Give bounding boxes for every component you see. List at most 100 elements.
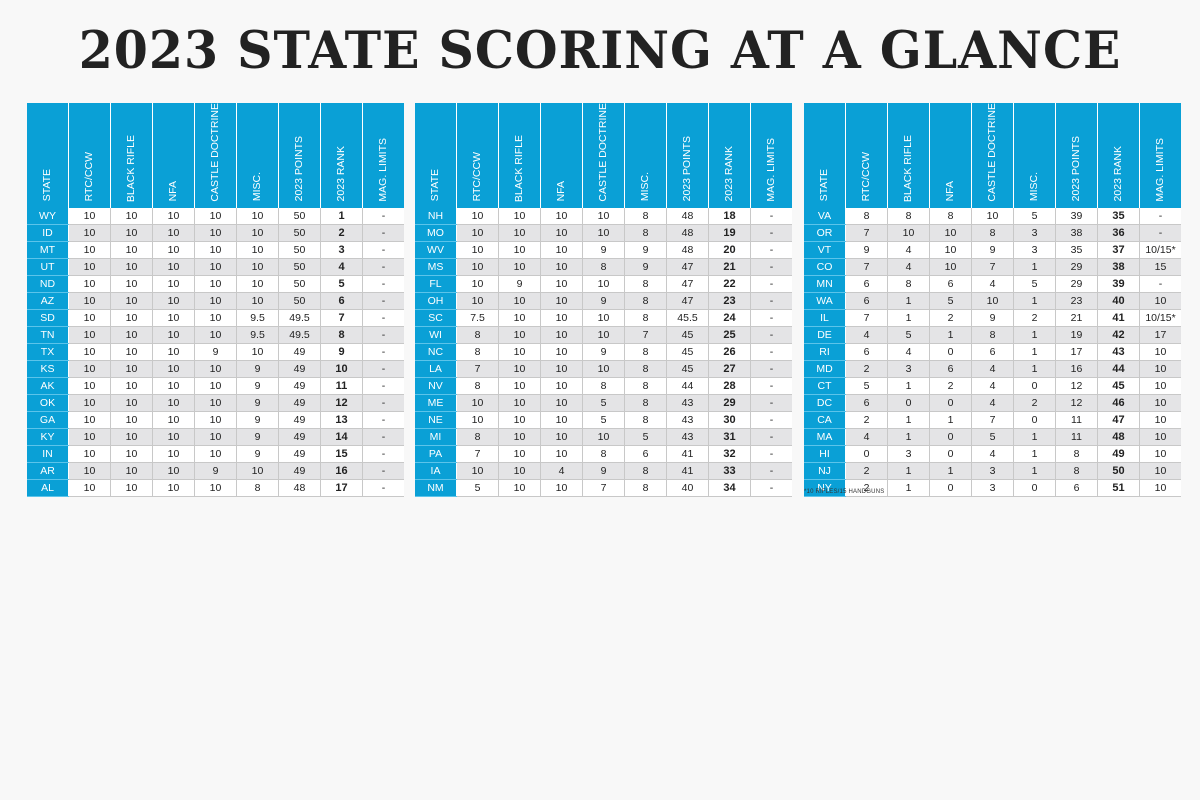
table-cell: - xyxy=(362,224,404,242)
rank-cell: 10 xyxy=(320,360,363,378)
table-cell: 5 xyxy=(845,377,888,395)
table-cell: 10 xyxy=(456,411,499,429)
column-header-label: CASTLE DOCTRINE xyxy=(597,103,609,202)
state-cell: WA xyxy=(804,292,846,310)
rank-cell: 45 xyxy=(1097,377,1140,395)
table-cell: 2 xyxy=(1013,309,1056,327)
column-header-label: RTC/CCW xyxy=(471,152,483,202)
state-cell: NV xyxy=(415,377,457,395)
state-cell: LA xyxy=(415,360,457,378)
table-cell: 12 xyxy=(1055,394,1098,412)
table-cell: 9 xyxy=(236,394,279,412)
state-cell: MN xyxy=(804,275,846,293)
table-cell: 5 xyxy=(582,411,625,429)
state-cell: ME xyxy=(415,394,457,412)
column-header-label: NFA xyxy=(167,181,179,202)
table-cell: 10 xyxy=(194,377,237,395)
rank-cell: 3 xyxy=(320,241,363,259)
rank-cell: 1 xyxy=(320,207,363,225)
table-cell: - xyxy=(750,445,792,463)
table-cell: 8 xyxy=(624,309,667,327)
table-cell: 10 xyxy=(456,275,499,293)
table-cell: 5 xyxy=(456,479,499,497)
column-header: RTC/CCW xyxy=(845,103,888,208)
table-cell: - xyxy=(362,462,404,480)
table-row: AK 10 10 10 10 9 49 11- xyxy=(27,377,404,395)
table-cell: 10 xyxy=(582,207,625,225)
table-cell: 10 xyxy=(236,462,279,480)
table-cell: 9 xyxy=(971,241,1014,259)
table-cell: 10 xyxy=(68,207,111,225)
table-cell: 40 xyxy=(666,479,709,497)
table-cell: 10 xyxy=(929,258,972,276)
rank-cell: 24 xyxy=(708,309,751,327)
table-cell: 10 xyxy=(194,224,237,242)
column-header: 2023 RANK xyxy=(708,103,751,208)
table-cell: 1 xyxy=(929,326,972,344)
column-header-label: MAG. LIMITS xyxy=(765,138,777,202)
table-cell: 17 xyxy=(1139,326,1181,344)
table-cell: 10 xyxy=(540,241,583,259)
table-cell: 10 xyxy=(152,377,195,395)
table-cell: 10 xyxy=(1139,343,1181,361)
table-cell: 10 xyxy=(1139,377,1181,395)
table-cell: 10 xyxy=(498,411,541,429)
table-cell: 35 xyxy=(1055,241,1098,259)
table-cell: 9.5 xyxy=(236,309,279,327)
rank-cell: 34 xyxy=(708,479,751,497)
state-table-1: STATE RTC/CCW BLACK RIFLE NFA CASTLE DOCTRIN… xyxy=(27,103,404,497)
column-header-label: MAG. LIMITS xyxy=(1154,138,1166,202)
rank-cell: 13 xyxy=(320,411,363,429)
rank-cell: 29 xyxy=(708,394,751,412)
table-cell: - xyxy=(1139,224,1181,242)
table-cell: 43 xyxy=(666,394,709,412)
table-cell: 0 xyxy=(887,394,930,412)
rank-cell: 2 xyxy=(320,224,363,242)
rank-cell: 48 xyxy=(1097,428,1140,446)
table-cell: 1 xyxy=(1013,258,1056,276)
rank-cell: 41 xyxy=(1097,309,1140,327)
table-cell: 49.5 xyxy=(278,309,321,327)
table-cell: 10 xyxy=(68,241,111,259)
rank-cell: 6 xyxy=(320,292,363,310)
table-cell: 10 xyxy=(582,275,625,293)
table-cell: 2 xyxy=(929,377,972,395)
column-header: CASTLE DOCTRINE xyxy=(194,103,237,208)
table-cell: 10 xyxy=(110,258,153,276)
rank-cell: 46 xyxy=(1097,394,1140,412)
table-cell: - xyxy=(750,360,792,378)
table-cell: 10 xyxy=(971,292,1014,310)
column-header-label: RTC/CCW xyxy=(860,152,872,202)
table-cell: 10 xyxy=(236,207,279,225)
table-cell: 10 xyxy=(540,224,583,242)
column-header-label: BLACK RIFLE xyxy=(125,134,137,202)
column-header-label: BLACK RIFLE xyxy=(902,134,914,202)
table-cell: 8 xyxy=(887,207,930,225)
table-row: PA 7 10 10 8 6 41 32- xyxy=(415,445,792,463)
table-cell: 10 xyxy=(1139,428,1181,446)
table-cell: - xyxy=(750,292,792,310)
table-cell: 1 xyxy=(1013,292,1056,310)
state-cell: MO xyxy=(415,224,457,242)
rank-cell: 30 xyxy=(708,411,751,429)
table-cell: 9 xyxy=(236,445,279,463)
table-row: AL 10 10 10 10 8 48 17- xyxy=(27,479,404,497)
table-cell: - xyxy=(362,479,404,497)
table-row: OR 7 10 10 8 3 38 36- xyxy=(804,224,1181,242)
table-cell: 7 xyxy=(845,309,888,327)
table-cell: 10 xyxy=(152,394,195,412)
table-cell: 3 xyxy=(971,462,1014,480)
table-cell: 8 xyxy=(845,207,888,225)
rank-cell: 11 xyxy=(320,377,363,395)
header-row: STATE RTC/CCW BLACK RIFLE NFA CASTLE DOCTRIN… xyxy=(27,103,404,208)
table-cell: 4 xyxy=(887,241,930,259)
table-cell: 49 xyxy=(278,428,321,446)
table-row: UT 10 10 10 10 10 50 4- xyxy=(27,258,404,276)
rank-cell: 20 xyxy=(708,241,751,259)
table-row: SD 10 10 10 10 9.5 49.5 7- xyxy=(27,309,404,327)
table-cell: - xyxy=(362,411,404,429)
column-header-label: MISC. xyxy=(639,172,651,202)
table-cell: 10 xyxy=(971,207,1014,225)
table-cell: 3 xyxy=(1013,241,1056,259)
table-cell: 49 xyxy=(278,411,321,429)
